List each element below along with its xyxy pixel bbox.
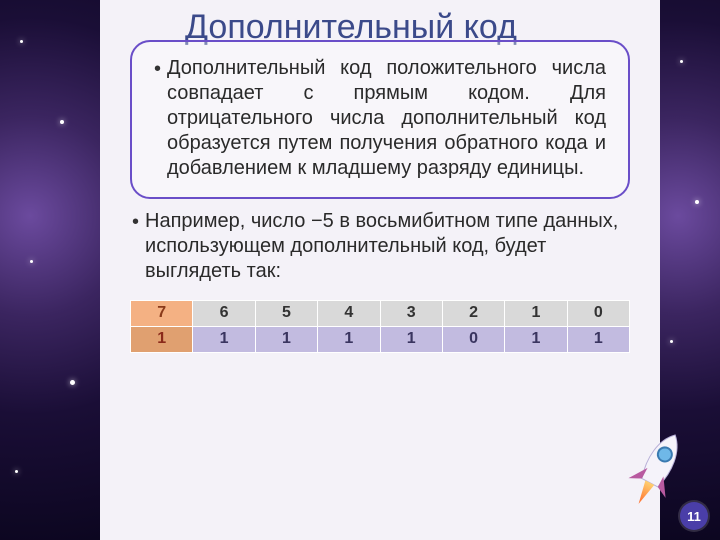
- rocket-icon: [620, 428, 690, 518]
- paragraph-2-wrap: • Например, число −5 в восьмибитном типе…: [130, 209, 630, 284]
- bits-value-cell: 1: [505, 326, 567, 352]
- bits-value-cell: 1: [380, 326, 442, 352]
- paragraph-1: Дополнительный код положительного числа …: [167, 56, 606, 181]
- bits-header-cell: 4: [318, 300, 380, 326]
- bullet-icon: •: [132, 211, 139, 284]
- paragraph-2: Например, число −5 в восьмибитном типе д…: [145, 209, 630, 284]
- bits-header-cell: 5: [255, 300, 317, 326]
- bullet-icon: •: [154, 58, 161, 181]
- bits-header-cell: 2: [442, 300, 504, 326]
- bits-header-cell: 6: [193, 300, 255, 326]
- bits-value-cell: 1: [255, 326, 317, 352]
- slide-content: Дополнительный код • Дополнительный код …: [100, 0, 660, 540]
- bits-value-cell: 1: [567, 326, 629, 352]
- bits-value-cell: 1: [131, 326, 193, 352]
- bits-header-cell: 1: [505, 300, 567, 326]
- bg-left-nebula: [0, 0, 100, 540]
- bits-table-wrap: 76543210 11111011: [130, 300, 630, 353]
- bits-value-cell: 1: [193, 326, 255, 352]
- page-number: 11: [687, 509, 701, 524]
- bits-header-cell: 0: [567, 300, 629, 326]
- bits-value-cell: 1: [318, 326, 380, 352]
- bits-header-cell: 7: [131, 300, 193, 326]
- definition-box: • Дополнительный код положительного числ…: [130, 40, 630, 199]
- bits-header-cell: 3: [380, 300, 442, 326]
- bits-value-cell: 0: [442, 326, 504, 352]
- bits-table: 76543210 11111011: [130, 300, 630, 353]
- page-number-badge: 11: [680, 502, 708, 530]
